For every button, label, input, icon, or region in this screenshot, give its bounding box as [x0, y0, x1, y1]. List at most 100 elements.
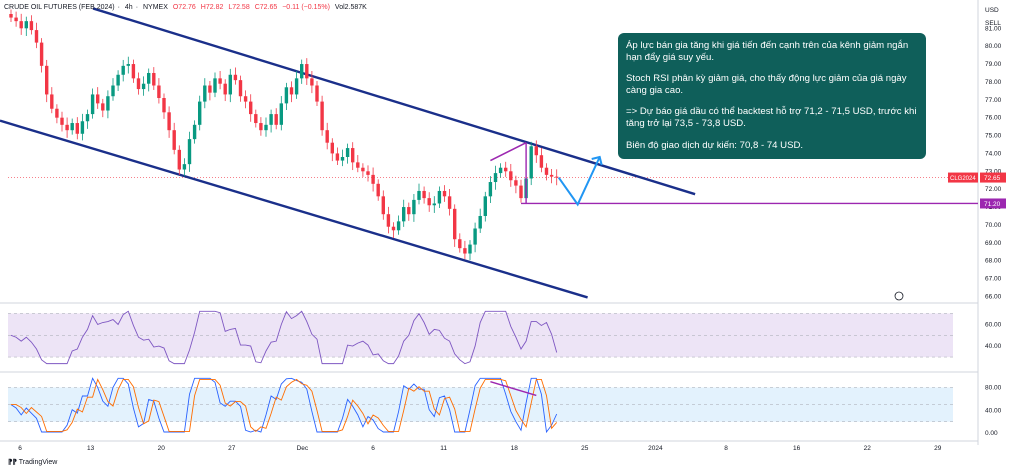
symbol-tag-text: CLG2024 — [950, 176, 976, 182]
y-tick-label: 70.00 — [985, 222, 1002, 229]
candle-body — [498, 167, 503, 174]
candle-body — [259, 123, 263, 131]
candle-body — [121, 65, 125, 75]
candle-body — [330, 142, 334, 154]
candle-body — [223, 83, 227, 95]
candle-body — [208, 85, 212, 93]
candle-body — [55, 108, 59, 118]
candle-body — [356, 162, 360, 168]
tv-icon: ⁋⁋ — [8, 459, 17, 466]
candle-body — [351, 148, 355, 163]
x-tick-label: 18 — [511, 445, 519, 452]
candle-body — [422, 190, 426, 199]
candle-body — [402, 207, 406, 222]
candle-body — [45, 65, 49, 95]
symbol-name[interactable]: CRUDE OIL FUTURES (FEB 2024) — [4, 4, 115, 11]
symbol-header: CRUDE OIL FUTURES (FEB 2024) · 4h · NYMEX … — [4, 4, 367, 11]
x-tick-label: 8 — [724, 445, 728, 452]
candle-body — [136, 78, 141, 90]
tradingview-logo[interactable]: ⁋⁋ TradingView — [8, 458, 57, 466]
y-tick-label: 74.00 — [985, 150, 1002, 157]
candle-body — [447, 196, 452, 209]
channel-upper-line — [92, 7, 696, 196]
candle-body — [126, 64, 130, 66]
candle-body — [396, 221, 401, 231]
candle-body — [75, 123, 79, 134]
x-tick-label: Dec — [297, 445, 309, 452]
candle-body — [177, 149, 181, 170]
candle-body — [284, 87, 289, 104]
x-tick-label: 13 — [87, 445, 95, 452]
x-tick-label: 6 — [18, 445, 22, 452]
y-tick-label: 78.00 — [985, 79, 1002, 86]
candle-body — [514, 180, 518, 186]
y-tick-label: 75.00 — [985, 133, 1002, 140]
candle-body — [509, 171, 513, 181]
candle-body — [162, 98, 166, 113]
candle-body — [152, 72, 156, 86]
y-tick-label: 69.00 — [985, 240, 1002, 247]
candle-body — [478, 215, 482, 229]
candle-body — [85, 114, 90, 122]
interval[interactable]: 4h — [124, 4, 133, 11]
candle-body — [279, 103, 283, 125]
candle-body — [243, 96, 248, 102]
candle-body — [412, 199, 416, 215]
rsi-pane — [8, 310, 953, 365]
x-tick-label: 6 — [371, 445, 375, 452]
ohlc-high: H72.82 — [200, 4, 224, 11]
stoch-tick-label: 0.00 — [985, 430, 998, 437]
candle-body — [233, 74, 238, 81]
currency-label[interactable]: USD — [985, 7, 999, 14]
candle-body — [437, 190, 442, 204]
candle-body — [325, 130, 329, 143]
divergence-line-price — [490, 141, 527, 162]
channel-lower-line — [0, 119, 588, 299]
candle-body — [182, 164, 187, 170]
x-tick-label: 16 — [793, 445, 801, 452]
candle-body — [335, 153, 340, 161]
forecast-path — [557, 156, 601, 207]
candle-body — [198, 101, 202, 125]
candle-body — [371, 174, 375, 184]
candle-body — [34, 30, 39, 43]
y-tick-label: 80.00 — [985, 43, 1002, 50]
candle-body — [534, 146, 538, 156]
x-tick-label: 27 — [228, 445, 236, 452]
candle-body — [19, 21, 23, 29]
candle-body — [320, 101, 324, 131]
sell-label[interactable]: SELL — [985, 20, 1001, 27]
candle-body — [468, 244, 472, 254]
visibility-icon[interactable] — [894, 291, 904, 301]
candle-body — [493, 173, 498, 183]
volume: Vol2.587K — [334, 4, 367, 11]
candle-body — [555, 176, 559, 178]
candle-body — [504, 167, 508, 172]
candle-body — [442, 190, 447, 197]
candle-body — [340, 157, 345, 161]
y-tick-label: 67.00 — [985, 276, 1002, 283]
candle-body — [70, 123, 74, 131]
candle-body — [544, 167, 549, 175]
candle-body — [294, 78, 299, 95]
stoch-tick-label: 80.00 — [985, 384, 1002, 391]
descending-channel — [0, 7, 696, 299]
candle-body — [381, 196, 385, 215]
price-tag — [980, 198, 1006, 209]
candle-body — [167, 112, 171, 131]
candle-body — [417, 190, 421, 200]
candle-body — [519, 185, 523, 199]
callout-paragraph-2: Stoch RSI phân kỳ giảm giá, cho thấy độn… — [626, 73, 907, 96]
candle-body — [391, 226, 396, 231]
stoch-rsi-pane — [8, 377, 953, 434]
grid-lines — [0, 0, 979, 445]
rsi-tick-label: 40.00 — [985, 343, 1002, 350]
candle-body — [218, 78, 222, 84]
candle-body — [141, 83, 146, 90]
candle-body — [9, 14, 13, 18]
callout-paragraph-4: Biên độ giao dịch dự kiến: 70,8 - 74 USD… — [626, 139, 804, 151]
stoch-tick-label: 40.00 — [985, 407, 1002, 414]
candle-body — [463, 248, 467, 254]
forecast-arrowhead — [591, 155, 603, 166]
